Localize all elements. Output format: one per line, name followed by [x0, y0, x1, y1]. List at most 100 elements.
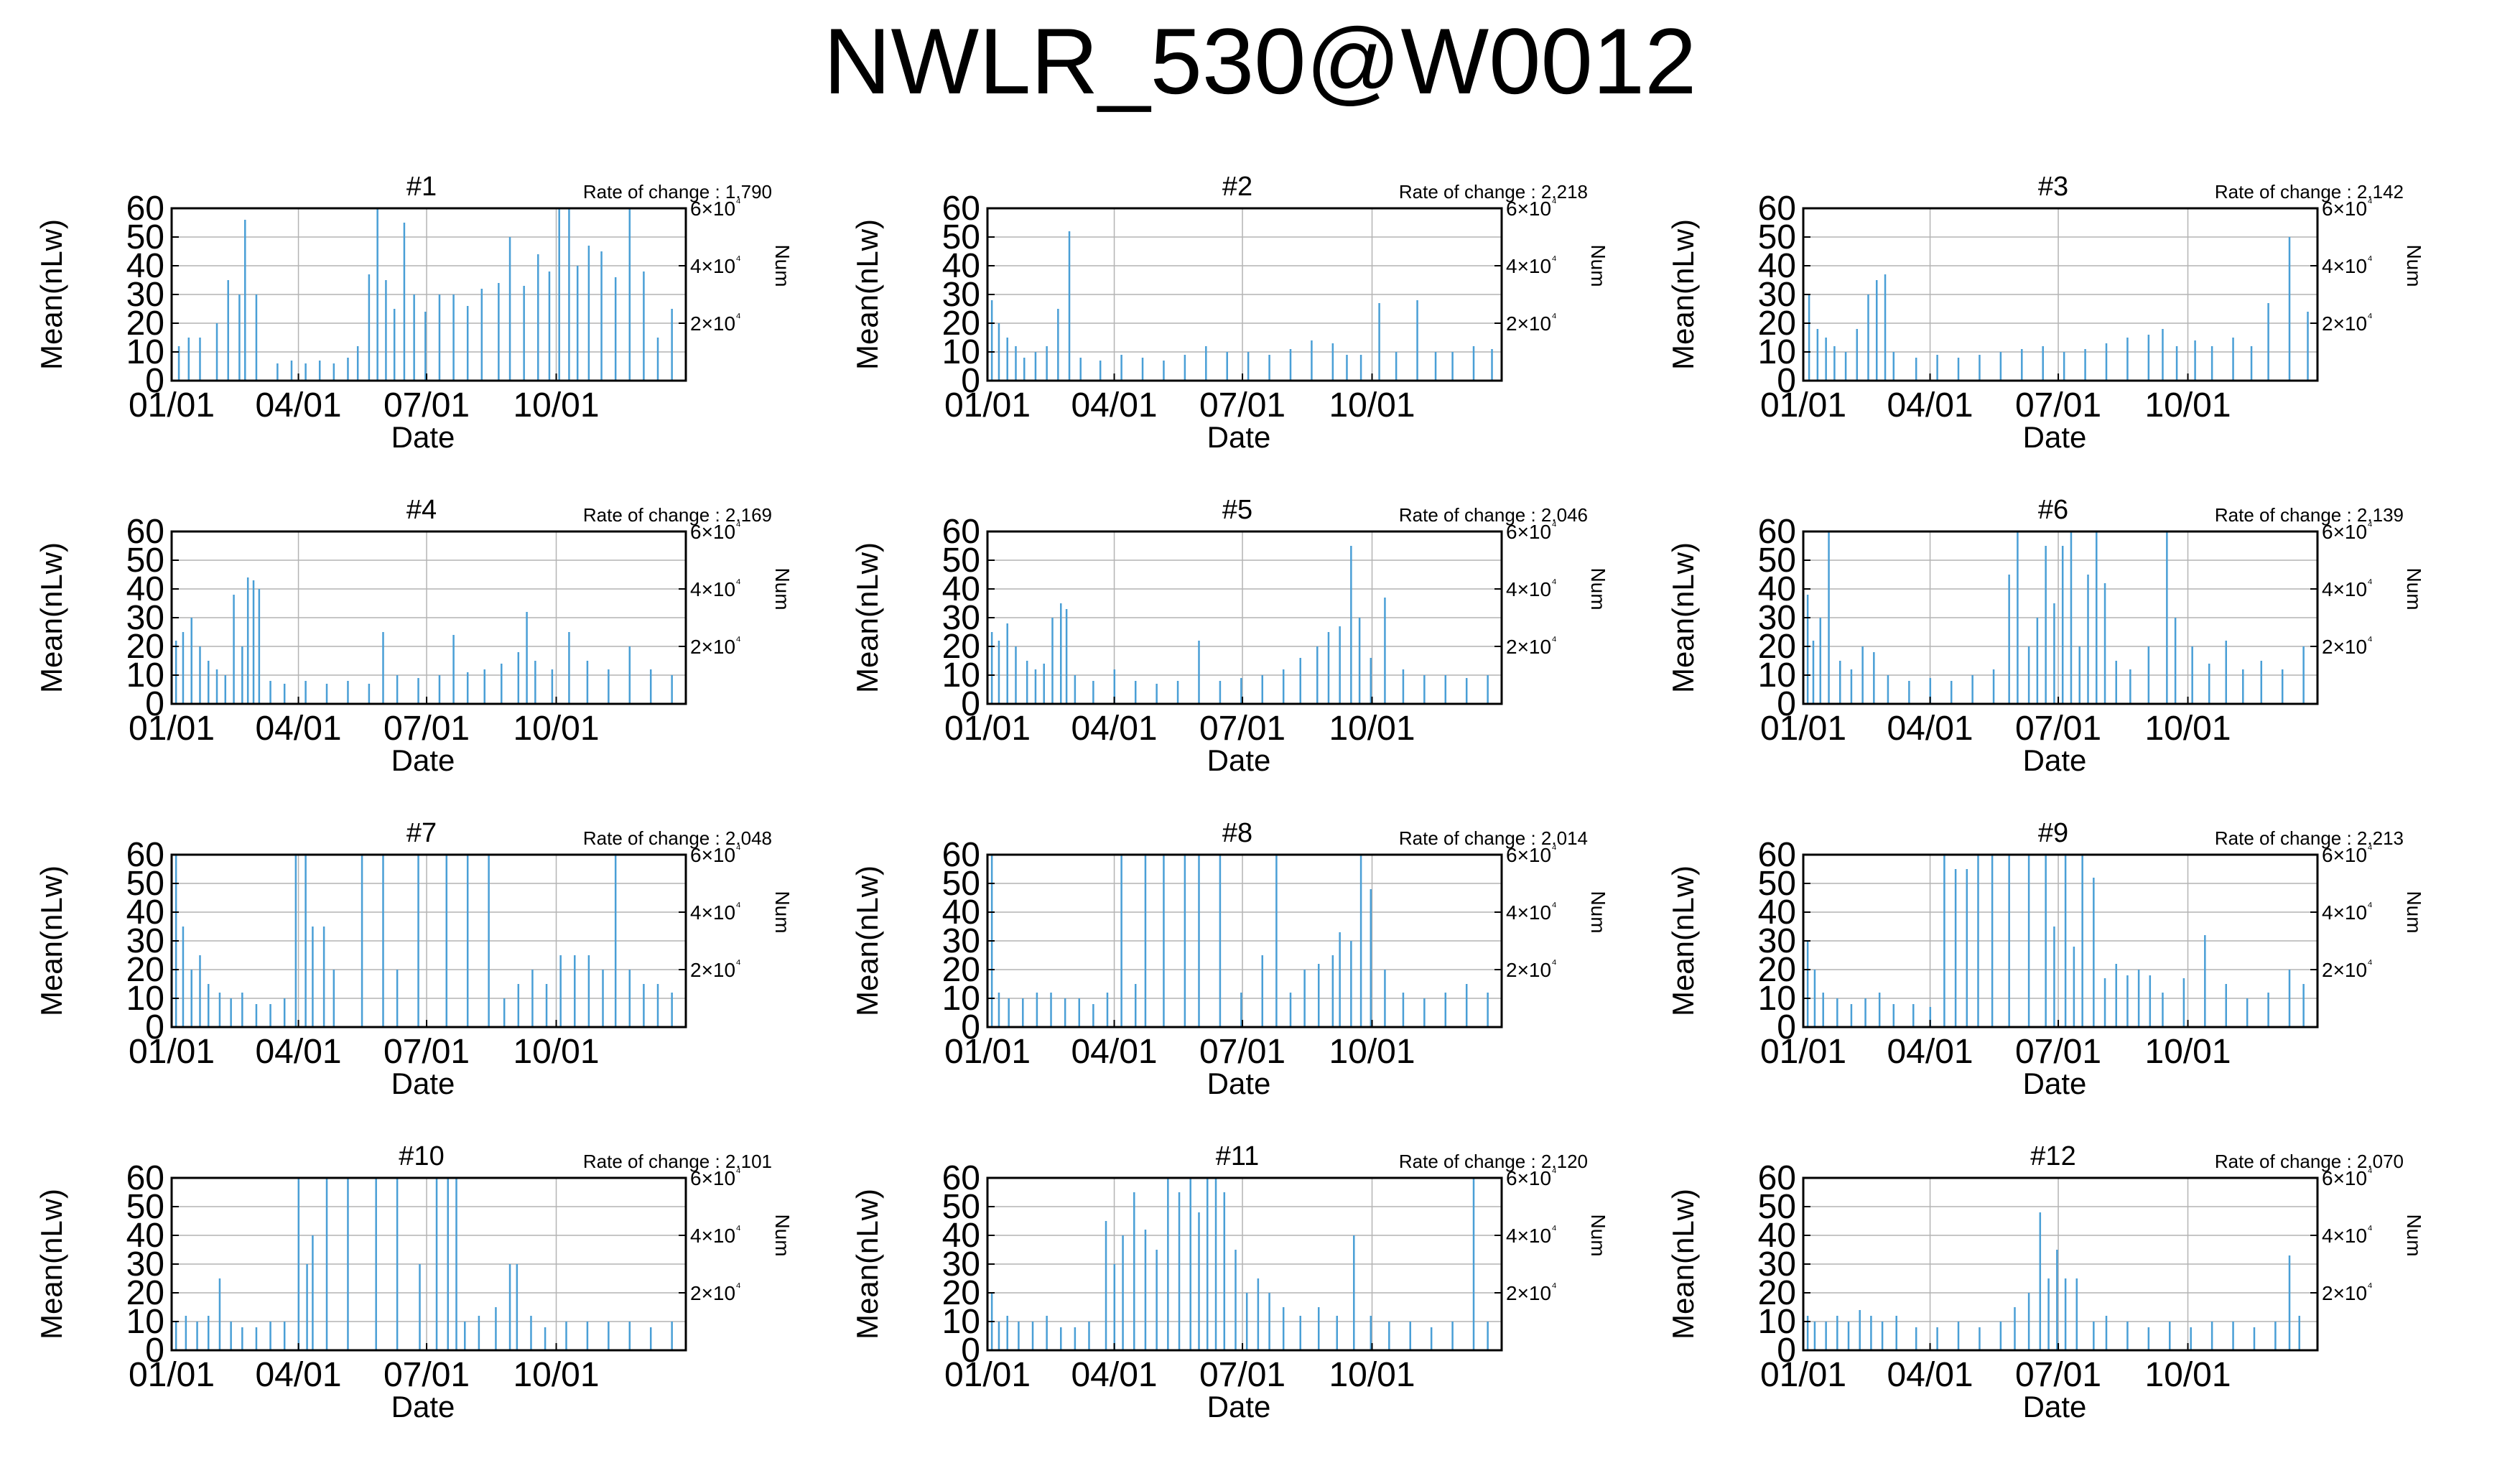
- data-bar: [2204, 935, 2206, 1027]
- data-bar: [2169, 1322, 2171, 1350]
- y2-axis-label: Num: [2403, 891, 2425, 933]
- data-bar: [1261, 955, 1264, 1027]
- data-bar: [2298, 1316, 2300, 1350]
- data-bar: [2288, 1255, 2291, 1350]
- data-bar: [322, 927, 325, 1027]
- data-bar: [2021, 349, 2023, 381]
- data-bar: [466, 855, 469, 1027]
- data-bar: [537, 254, 539, 381]
- data-bar: [2253, 1327, 2256, 1350]
- x-tick-label: 10/01: [513, 710, 599, 748]
- data-bar: [1388, 1322, 1390, 1350]
- data-bar: [215, 669, 218, 704]
- data-bar: [2070, 531, 2073, 704]
- y-tick-label: 10: [942, 1303, 980, 1341]
- data-bar: [1806, 941, 1809, 1027]
- y-tick-label: 0: [961, 1332, 980, 1370]
- y-tick-label: 60: [1758, 513, 1796, 551]
- data-bar: [2288, 970, 2291, 1027]
- data-bar: [2250, 346, 2253, 381]
- data-bar: [413, 294, 415, 381]
- data-bar: [1867, 294, 1869, 381]
- y-tick-label: 20: [126, 628, 164, 666]
- data-bar: [1331, 343, 1334, 381]
- data-bar: [227, 280, 229, 381]
- data-bar: [1120, 855, 1122, 1027]
- y2-tick-label: 4×10⁴: [2322, 576, 2373, 600]
- data-bar: [2081, 855, 2083, 1027]
- panel-title: #5: [1222, 495, 1252, 525]
- y-tick-label: 30: [126, 599, 164, 637]
- data-bar: [1122, 1235, 1124, 1350]
- data-bar: [1214, 1178, 1217, 1350]
- x-tick-label: 04/01: [1071, 386, 1157, 424]
- data-bar: [375, 1178, 377, 1350]
- data-bar: [1043, 664, 1045, 704]
- data-bar: [2174, 618, 2177, 704]
- y2-tick-label: 2×10⁴: [2322, 957, 2373, 981]
- data-bar: [600, 251, 603, 381]
- data-bar: [1825, 338, 1827, 381]
- y-tick-label: 10: [942, 333, 980, 371]
- x-tick-label: 07/01: [383, 1356, 470, 1394]
- data-bar: [1957, 358, 1960, 381]
- y-tick-label: 60: [942, 513, 980, 551]
- y2-tick-label: 2×10⁴: [2322, 1280, 2373, 1304]
- y-tick-label: 50: [1758, 1188, 1796, 1226]
- x-axis-label: Date: [391, 1390, 455, 1424]
- data-bar: [276, 363, 279, 381]
- data-bar: [1966, 869, 1968, 1027]
- data-bar: [2039, 1212, 2042, 1350]
- data-bar: [2149, 975, 2152, 1027]
- data-bar: [1317, 964, 1320, 1027]
- x-tick-label: 01/01: [944, 1356, 1031, 1394]
- data-bar: [2281, 669, 2284, 704]
- data-bar: [1444, 993, 1447, 1027]
- data-bar: [2260, 661, 2263, 704]
- data-bar: [255, 1327, 258, 1350]
- data-bar: [1813, 970, 1816, 1027]
- data-bar: [255, 294, 258, 381]
- data-bar: [671, 309, 673, 381]
- y2-tick-label: 4×10⁴: [690, 899, 741, 924]
- data-bar: [1999, 1322, 2002, 1350]
- data-bar: [1339, 932, 1341, 1027]
- data-bar: [2103, 583, 2106, 704]
- data-bar: [452, 294, 455, 381]
- data-bar: [1134, 984, 1137, 1027]
- data-bar: [241, 993, 243, 1027]
- y-tick-label: 50: [126, 1188, 164, 1226]
- data-bar: [628, 1322, 631, 1350]
- data-bar: [445, 855, 448, 1027]
- data-bar: [2017, 531, 2019, 704]
- y2-tick-label: 6×10⁴: [1506, 519, 1557, 543]
- data-bar: [587, 955, 590, 1027]
- data-bar: [1358, 618, 1361, 704]
- data-bar: [1303, 970, 1306, 1027]
- y-tick-label: 0: [1777, 1008, 1796, 1046]
- data-bar: [530, 1316, 532, 1350]
- data-bar: [1451, 352, 1454, 381]
- data-bar: [304, 681, 307, 704]
- data-bar: [1359, 355, 1362, 381]
- y2-tick-label: 2×10⁴: [690, 633, 741, 658]
- data-bar: [1289, 349, 1292, 381]
- y2-axis-label: Num: [2403, 567, 2425, 610]
- data-bar: [258, 589, 261, 704]
- data-bar: [241, 1327, 243, 1350]
- panel-title: #2: [1222, 172, 1252, 202]
- x-axis-label: Date: [391, 743, 455, 777]
- x-axis-label: Date: [2023, 1067, 2087, 1100]
- y2-axis-label: Num: [1587, 1214, 1609, 1256]
- data-bar: [1451, 1322, 1454, 1350]
- data-bar: [1240, 678, 1242, 704]
- data-bar: [548, 271, 551, 381]
- data-bar: [241, 646, 243, 704]
- data-bar: [283, 1322, 286, 1350]
- x-tick-label: 01/01: [129, 710, 215, 748]
